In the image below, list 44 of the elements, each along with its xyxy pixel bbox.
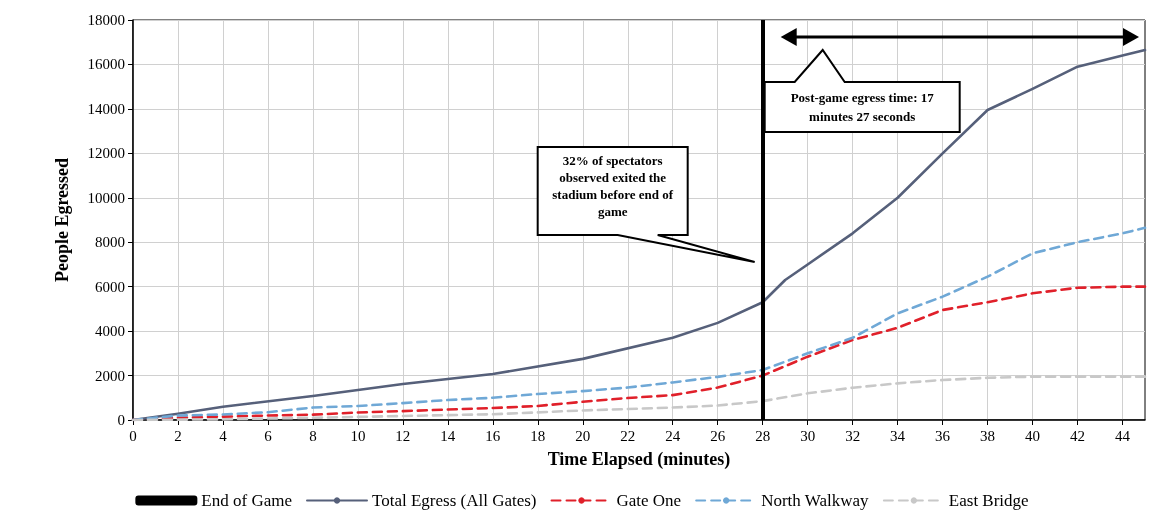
x-tick-label: 32 [845, 427, 861, 444]
x-tick-label: 44 [1115, 427, 1131, 444]
y-tick-label: 18000 [87, 12, 125, 28]
y-tick-label: 14000 [87, 100, 125, 117]
x-tick-label: 14 [440, 427, 456, 444]
x-tick-label: 8 [309, 427, 317, 444]
x-tick-label: 18 [530, 427, 546, 444]
x-tick-label: 42 [1070, 427, 1086, 444]
x-tick-label: 30 [800, 427, 816, 444]
annotation: Post-game egress time: 17 minutes 27 seconds [790, 90, 935, 124]
x-axis-title: Time Elapsed (minutes) [547, 449, 731, 470]
x-tick-label: 6 [264, 427, 273, 444]
callout-box: 32% of spectators observed exited the stadium before end of game [536, 146, 756, 263]
x-tick-label: 4 [219, 427, 228, 444]
x-tick-label: 38 [980, 427, 996, 444]
y-tick-label: 2000 [95, 367, 125, 384]
y-tick-label: 16000 [87, 56, 125, 73]
y-tick-label: 12000 [87, 145, 125, 162]
legend-label: Total Egress (All Gates) [371, 491, 537, 510]
callout-box: Post-game egress time: 17 minutes 27 seconds [763, 48, 961, 133]
x-tick-label: 22 [620, 427, 636, 444]
x-tick-label: 24 [665, 427, 681, 444]
x-tick-label: 28 [755, 427, 771, 444]
x-tick-label: 10 [350, 427, 366, 444]
x-tick-label: 2 [174, 427, 182, 444]
y-tick-label: 8000 [95, 234, 125, 251]
annotation: 32% of spectators observed exited the stadium before end of game [552, 153, 674, 219]
legend-label: Gate One [616, 491, 682, 510]
x-tick-label: 16 [485, 427, 501, 444]
x-tick-label: 26 [710, 427, 726, 444]
x-tick-label: 34 [890, 427, 906, 444]
y-axis-title: People Egressed [52, 157, 72, 283]
x-tick-label: 12 [395, 427, 411, 444]
y-tick-label: 0 [117, 412, 125, 428]
legend-label: End of Game [201, 491, 292, 510]
y-tick-label: 10000 [87, 189, 125, 206]
x-tick-label: 20 [575, 427, 591, 444]
x-tick-label: 40 [1025, 427, 1041, 444]
legend-label: East Bridge [948, 491, 1029, 510]
y-tick-label: 4000 [95, 323, 125, 340]
x-tick-label: 36 [935, 427, 951, 444]
x-tick-label: 0 [129, 427, 137, 444]
legend-label: North Walkway [761, 491, 870, 510]
y-tick-label: 6000 [95, 278, 125, 295]
